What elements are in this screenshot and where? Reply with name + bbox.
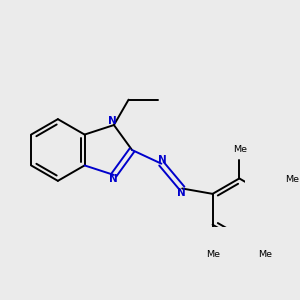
Text: N: N <box>109 174 118 184</box>
Text: N: N <box>177 188 186 198</box>
Text: N: N <box>158 154 167 165</box>
Text: Me: Me <box>233 145 247 154</box>
Text: Me: Me <box>258 250 272 259</box>
Text: Me: Me <box>206 250 220 259</box>
Text: Me: Me <box>285 175 299 184</box>
Text: N: N <box>108 116 117 126</box>
